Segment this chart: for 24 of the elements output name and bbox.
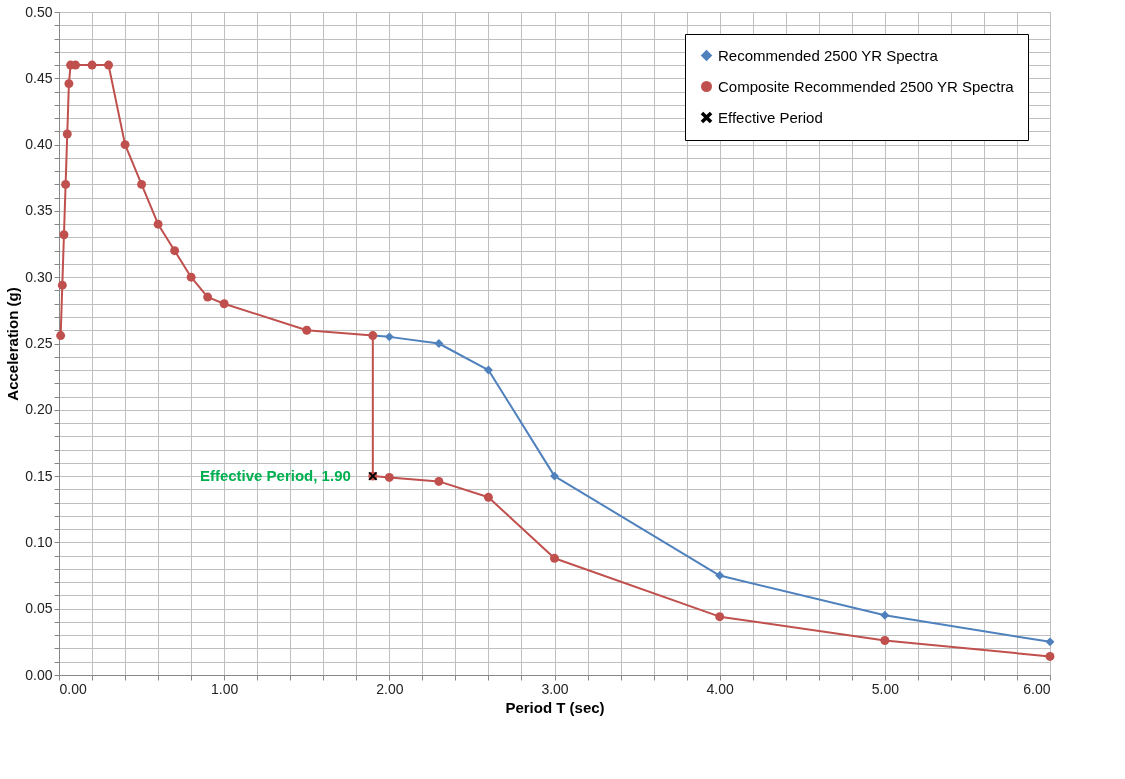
x-tick-label: 6.00	[1023, 680, 1051, 697]
y-tick-label: 0.20	[25, 401, 53, 418]
y-axis-title: Acceleration (g)	[4, 287, 22, 401]
legend-label: Recommended 2500 YR Spectra	[718, 46, 939, 64]
y-tick-label: 0.00	[25, 666, 53, 683]
y-tick-label: 0.15	[25, 467, 53, 484]
y-tick-label: 0.25	[25, 335, 53, 351]
y-tick-label: 0.05	[25, 600, 53, 617]
y-tick-label: 0.30	[25, 268, 53, 285]
x-tick-label: 4.00	[706, 680, 734, 697]
x-tick-label: 1.00	[211, 680, 239, 697]
x-tick-label: 2.00	[376, 680, 404, 697]
y-tick-label: 0.50	[25, 3, 53, 20]
y-tick-label: 0.45	[25, 69, 53, 86]
x-axis-title: Period T (sec)	[505, 698, 605, 716]
x-tick-label: 3.00	[541, 680, 569, 697]
y-tick-label: 0.35	[25, 202, 53, 219]
legend-label: Composite Recommended 2500 YR Spectra	[718, 77, 1015, 95]
x-tick-label: 5.00	[871, 680, 900, 697]
legend-label: Effective Period	[718, 108, 823, 126]
y-tick-label: 0.40	[25, 136, 53, 153]
y-tick-label: 0.10	[25, 533, 53, 550]
x-tick-label: 0.00	[59, 680, 87, 697]
annotation: Effective Period, 1.90	[199, 467, 351, 485]
